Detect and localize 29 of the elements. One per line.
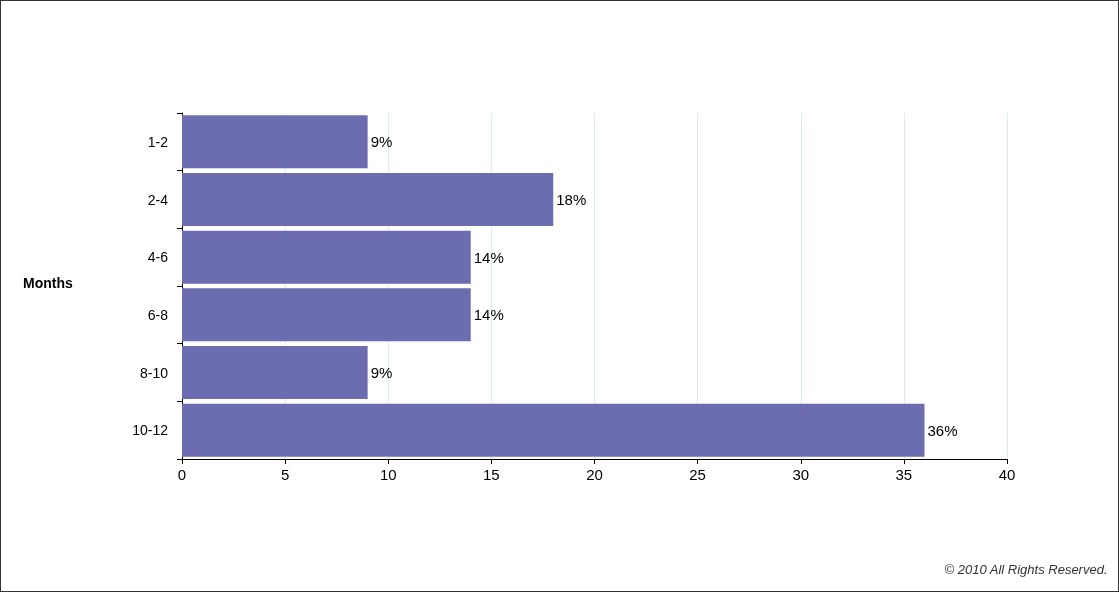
x-tick-label: 10 — [379, 466, 397, 483]
data-label: 9% — [370, 364, 393, 381]
y-tick-label: 4-6 — [147, 249, 169, 266]
x-tick-label: 5 — [280, 466, 290, 483]
x-tick-label: 20 — [586, 466, 603, 483]
y-tick-label: 6-8 — [147, 306, 169, 323]
y-axis-title: Months — [23, 275, 73, 291]
x-tick-label: 0 — [177, 466, 187, 483]
bar — [182, 345, 368, 400]
y-tick-label: 10-12 — [132, 422, 169, 439]
data-label: 18% — [556, 191, 587, 208]
x-tick-label: 35 — [895, 466, 913, 483]
y-tick-label: 2-4 — [147, 191, 169, 208]
x-tick-label: 15 — [483, 466, 500, 483]
data-label: 14% — [473, 306, 504, 324]
bar — [182, 288, 471, 342]
bar — [182, 230, 471, 284]
y-tick-label: 8-10 — [139, 364, 169, 381]
x-tick-label: 25 — [689, 466, 706, 483]
bar — [182, 115, 368, 169]
data-label: 9% — [370, 133, 393, 151]
data-label: 36% — [927, 421, 958, 439]
x-tick-label: 30 — [792, 466, 810, 483]
text: © 2010 All Rights Reserved. — [944, 562, 1108, 577]
bar — [182, 403, 925, 457]
data-label: 14% — [473, 248, 504, 266]
bar — [182, 172, 554, 227]
y-tick-label: 1-2 — [147, 133, 169, 150]
x-tick-label: 40 — [998, 466, 1016, 483]
